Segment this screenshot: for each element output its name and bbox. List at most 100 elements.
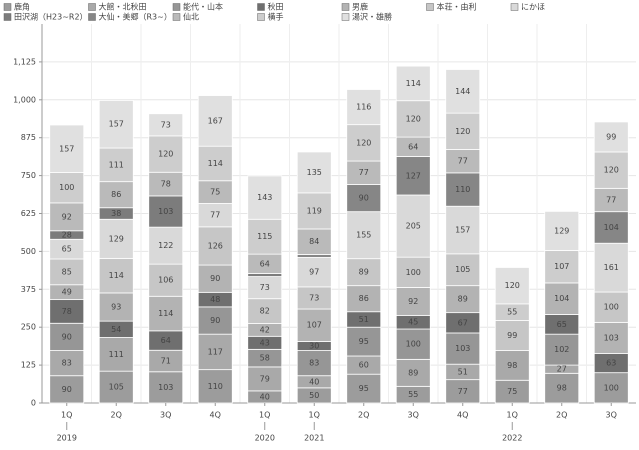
- value-label: 73: [260, 283, 270, 292]
- value-label: 89: [458, 295, 468, 304]
- bar-segment: [49, 350, 85, 377]
- value-label: 86: [359, 294, 369, 303]
- value-label: 89: [408, 368, 418, 377]
- value-label: 120: [604, 166, 619, 175]
- value-label: 55: [507, 308, 517, 317]
- value-label: 111: [109, 160, 124, 169]
- legend-swatch: [257, 3, 265, 11]
- y-tick-label: 250: [21, 323, 36, 332]
- bar-segment: [395, 358, 431, 387]
- bar-segment: [593, 291, 629, 323]
- bar-segment: [197, 333, 233, 371]
- value-label: 75: [210, 188, 220, 197]
- x-tick-label: 2Q: [358, 411, 369, 420]
- value-label: 157: [59, 144, 74, 153]
- y-tick-label: 750: [21, 171, 36, 180]
- value-label: 64: [260, 259, 270, 268]
- x-tick-label: 2Q: [111, 411, 122, 420]
- value-label: 157: [109, 120, 124, 129]
- value-label: 129: [109, 234, 124, 243]
- value-label: 98: [507, 361, 517, 370]
- value-label: 92: [408, 297, 418, 306]
- bar-segment: [445, 253, 481, 287]
- value-label: 116: [356, 103, 371, 112]
- bar-segment: [445, 172, 481, 207]
- bar-segment: [296, 257, 332, 288]
- bar-segment: [197, 369, 233, 404]
- legend-swatch: [172, 3, 181, 11]
- bar-segment: [296, 308, 332, 342]
- value-label: 97: [309, 268, 319, 277]
- bar-segment: [296, 350, 332, 377]
- bar-segment: [296, 192, 332, 230]
- value-label: 100: [406, 268, 421, 277]
- value-label: 129: [554, 226, 569, 235]
- legend-label: 横手: [268, 12, 284, 22]
- bar-segment: [395, 328, 431, 360]
- value-label: 55: [408, 390, 418, 399]
- legend-label: 湯沢・雄勝: [352, 12, 392, 22]
- legend-label: 仙北: [183, 12, 199, 22]
- value-label: 85: [62, 267, 72, 276]
- value-label: 110: [208, 382, 223, 391]
- value-label: 51: [359, 315, 369, 324]
- value-label: 83: [62, 359, 72, 368]
- x-tick-label: 3Q: [160, 411, 171, 420]
- y-tick-label: 1,125: [13, 57, 36, 66]
- bar-segment: [544, 333, 580, 366]
- bar-segment: [49, 124, 85, 173]
- legend-swatch: [341, 13, 350, 21]
- value-label: 90: [210, 316, 220, 325]
- value-label: 122: [158, 241, 173, 250]
- bar-segment: [148, 135, 184, 173]
- value-label: 51: [458, 367, 468, 376]
- x-tick-label: 1Q: [507, 411, 518, 420]
- bar-segment: [346, 373, 382, 404]
- value-label: 120: [455, 127, 470, 136]
- value-label: 49: [62, 288, 72, 297]
- value-label: 95: [359, 384, 369, 393]
- x-tick-label: 1Q: [259, 411, 270, 420]
- legend-label: 田沢湖（H23~R2）: [14, 13, 88, 22]
- legend-label: 大仙・美郷（R3~）: [99, 12, 172, 22]
- legend-swatch: [341, 3, 350, 11]
- bar-segment: [593, 372, 629, 404]
- y-tick-label: 625: [21, 209, 36, 218]
- value-label: 103: [604, 333, 619, 342]
- value-label: 99: [507, 331, 517, 340]
- value-label: 65: [557, 320, 567, 329]
- value-label: 120: [356, 138, 371, 147]
- legend-swatch: [3, 3, 12, 11]
- legend-swatch: [257, 13, 265, 21]
- value-label: 98: [557, 384, 567, 393]
- bar-segment: [544, 210, 580, 251]
- value-label: 77: [606, 196, 616, 205]
- bar-segment: [98, 181, 134, 209]
- value-label: 50: [309, 391, 319, 400]
- value-label: 40: [260, 392, 270, 401]
- value-label: 100: [59, 183, 74, 192]
- value-label: 64: [161, 336, 171, 345]
- value-label: 114: [109, 271, 124, 280]
- y-tick-label: 375: [21, 285, 36, 294]
- bar-segment: [593, 242, 629, 293]
- bar-segment: [197, 306, 233, 335]
- value-label: 82: [260, 307, 270, 316]
- value-label: 99: [606, 132, 616, 141]
- value-label: 48: [210, 295, 220, 304]
- legend-label: 大館・北秋田: [99, 2, 147, 12]
- bar-segment: [395, 156, 431, 196]
- value-label: 107: [554, 262, 569, 271]
- value-label: 135: [307, 168, 322, 177]
- bar-segment: [49, 172, 85, 204]
- value-label: 60: [359, 361, 369, 370]
- value-label: 75: [507, 387, 517, 396]
- value-label: 110: [455, 185, 470, 194]
- value-label: 54: [111, 325, 121, 334]
- value-label: 100: [604, 383, 619, 392]
- value-label: 43: [260, 338, 270, 347]
- x-tick-label: 1Q: [61, 411, 72, 420]
- value-label: 95: [359, 337, 369, 346]
- value-label: 103: [158, 383, 173, 392]
